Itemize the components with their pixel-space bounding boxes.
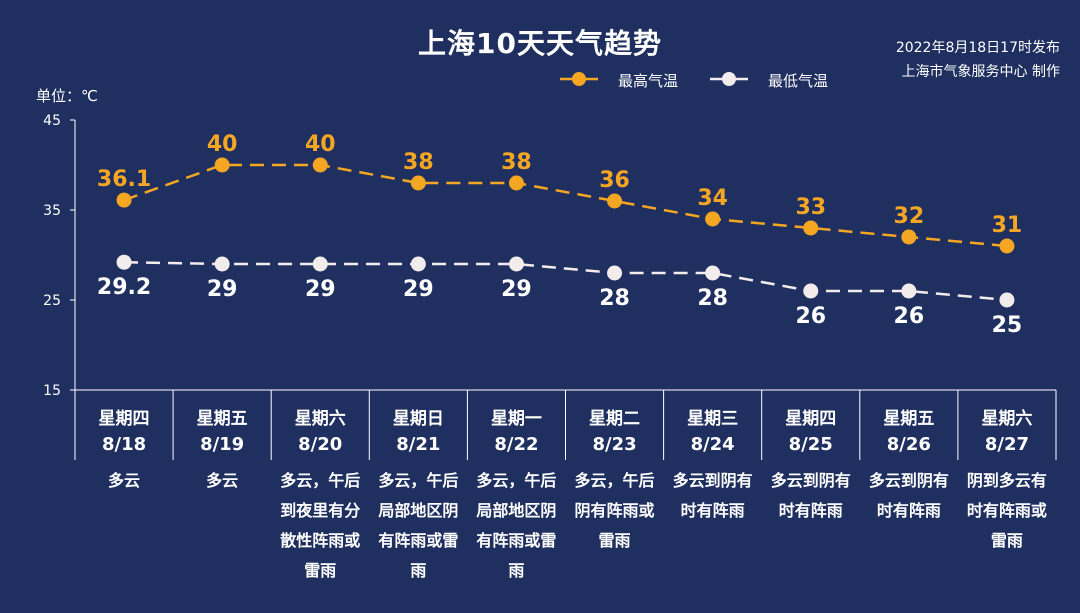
weekday-label: 星期六 (981, 409, 1033, 429)
series-high-label: 33 (795, 195, 826, 220)
series-high-point (803, 220, 819, 236)
weekday-label: 星期四 (98, 409, 150, 429)
series-low-point (901, 283, 917, 299)
series-high-line (123, 163, 1008, 248)
legend-high-label: 最高气温 (618, 72, 679, 90)
series-high-label: 36 (599, 168, 630, 193)
series-low-point (508, 256, 524, 272)
series-high-label: 36.1 (97, 167, 151, 192)
series-high-point (312, 157, 328, 173)
series-low-point (803, 283, 819, 299)
weekday-label: 星期二 (589, 409, 641, 429)
series-low-label: 29 (501, 277, 532, 302)
series-low-line (124, 260, 1008, 302)
date-label: 8/18 (101, 434, 147, 455)
weekday-label: 星期五 (196, 409, 248, 429)
weather-description: 多云，午后局部地区阴有阵雨或雷雨 (476, 471, 557, 580)
date-label: 8/25 (788, 434, 833, 455)
date-label: 8/27 (984, 434, 1030, 455)
weather-description: 多云到阴有时有阵雨 (868, 471, 949, 520)
date-label: 8/20 (298, 434, 343, 455)
series-high-label: 40 (207, 132, 238, 157)
legend-low-swatch (710, 72, 748, 86)
legend-high-swatch (560, 72, 598, 86)
series-high-point (999, 238, 1015, 254)
series-low-point (607, 265, 623, 281)
series-high-point (901, 229, 917, 245)
weekday-label: 星期日 (392, 409, 444, 429)
date-label: 8/26 (886, 434, 931, 455)
series-high-label: 38 (501, 150, 532, 175)
y-tick-label: 35 (43, 203, 61, 219)
series-low-label: 26 (894, 304, 925, 329)
series-high-label: 38 (403, 150, 434, 175)
series-high-label: 32 (894, 204, 925, 229)
weather-description: 多云，午后阴有阵雨或雷雨 (574, 471, 655, 550)
series-low-point (116, 254, 132, 270)
chart-title: 上海10天天气趋势 (418, 27, 662, 60)
series-high-point (410, 175, 426, 191)
series-low-label: 26 (795, 304, 826, 329)
date-label: 8/22 (494, 434, 539, 455)
weekday-label: 星期四 (785, 409, 837, 429)
series-high-point (116, 192, 132, 208)
weekday-label: 星期六 (294, 409, 346, 429)
weather-description: 多云到阴有时有阵雨 (770, 471, 851, 520)
series-low-label: 28 (599, 286, 630, 311)
series-low-point (214, 256, 230, 272)
series-low-point (999, 292, 1015, 308)
series-low-label: 29.2 (97, 275, 151, 300)
series-high-point (508, 175, 524, 191)
series-low-label: 29 (305, 277, 336, 302)
y-tick-label: 25 (43, 293, 61, 309)
series-low-point (705, 265, 721, 281)
series-high-label: 31 (992, 213, 1023, 238)
date-label: 8/23 (592, 434, 637, 455)
series-low-label: 29 (207, 277, 238, 302)
weather-description: 阴到多云有时有阵雨或雷雨 (966, 471, 1047, 550)
publisher: 上海市气象服务中心 制作 (901, 64, 1060, 80)
series-high-label: 34 (697, 186, 728, 211)
series-low-label: 25 (992, 313, 1023, 338)
weekday-label: 星期三 (687, 409, 739, 429)
series-high-point (705, 211, 721, 227)
weather-description: 多云 (206, 471, 239, 490)
y-tick-label: 45 (43, 113, 61, 129)
series-high-point (607, 193, 623, 209)
legend-low-label: 最低气温 (768, 72, 829, 90)
series-low-point (312, 256, 328, 272)
unit-label: 单位：℃ (36, 87, 98, 105)
series-low-point (410, 256, 426, 272)
publish-info: 2022年8月18日17时发布 上海市气象服务中心 制作 (896, 36, 1060, 84)
series-high-point (214, 157, 230, 173)
date-label: 8/24 (690, 434, 735, 455)
date-label: 8/19 (200, 434, 245, 455)
series-high-label: 40 (305, 132, 336, 157)
weather-description: 多云，午后局部地区阴有阵雨或雷雨 (378, 471, 459, 580)
series-low-label: 29 (403, 277, 434, 302)
y-tick-label: 15 (43, 383, 61, 399)
weather-description: 多云到阴有时有阵雨 (672, 471, 753, 520)
series-low-label: 28 (697, 286, 728, 311)
publish-time: 2022年8月18日17时发布 (895, 40, 1060, 56)
weekday-label: 星期一 (490, 409, 542, 429)
weekday-label: 星期五 (883, 409, 935, 429)
date-label: 8/21 (396, 434, 441, 455)
weather-description: 多云 (108, 471, 141, 490)
weather-description: 多云，午后到夜里有分散性阵雨或雷雨 (280, 471, 361, 580)
